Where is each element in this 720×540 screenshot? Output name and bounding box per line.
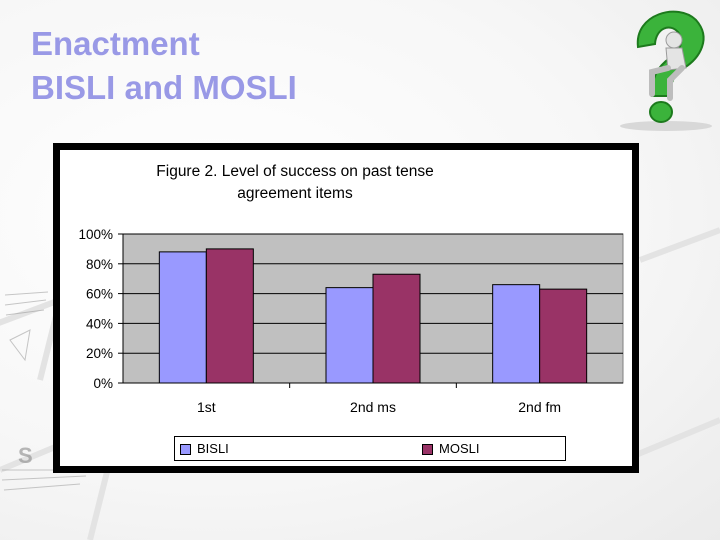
chart-legend: BISLI MOSLI — [174, 436, 566, 461]
chart-title: Figure 2. Level of success on past tense… — [100, 161, 490, 205]
chart-title-line-2: agreement items — [237, 185, 353, 202]
svg-text:S: S — [18, 443, 33, 468]
chart-frame: 0% 20% 40% 60% 80% 100% 1st 2nd ms 2nd fm Figure… — [53, 143, 639, 473]
x-tick-label: 1st — [197, 399, 216, 415]
bar-bisli-1st — [158, 251, 207, 384]
y-tick-label: 0% — [93, 376, 113, 391]
x-tick-label: 2nd ms — [350, 399, 396, 415]
legend-item-mosli: MOSLI — [422, 442, 479, 456]
bar-chart: 0% 20% 40% 60% 80% 100% 1st 2nd ms 2nd fm — [78, 227, 624, 415]
chart-title-line-1: Figure 2. Level of success on past tense — [156, 163, 434, 180]
bar-mosli-1st — [205, 248, 254, 384]
slide-title: Enactment BISLI and MOSLI — [31, 22, 297, 110]
legend-swatch-mosli — [422, 443, 433, 455]
bar-mosli-2nd-ms — [372, 273, 421, 384]
legend-item-bisli: BISLI — [180, 442, 229, 456]
bar-bisli-2nd-ms — [325, 287, 374, 384]
y-tick-label: 100% — [78, 227, 113, 242]
y-tick-label: 20% — [86, 346, 113, 361]
legend-swatch-bisli — [180, 443, 191, 455]
legend-label-bisli: BISLI — [197, 441, 229, 456]
question-mark-person-icon — [620, 10, 712, 131]
bar-bisli-2nd-fm — [492, 284, 541, 384]
y-tick-label: 80% — [86, 257, 113, 272]
y-tick-label: 60% — [86, 287, 113, 302]
x-tick-label: 2nd fm — [518, 399, 561, 415]
y-tick-label: 40% — [86, 316, 113, 331]
bar-mosli-2nd-fm — [539, 288, 588, 384]
slide-title-line-1: Enactment — [31, 25, 200, 62]
slide-title-line-2: BISLI and MOSLI — [31, 69, 297, 106]
chart-container: 0% 20% 40% 60% 80% 100% 1st 2nd ms 2nd fm Figure… — [60, 150, 632, 466]
legend-label-mosli: MOSLI — [439, 441, 480, 456]
